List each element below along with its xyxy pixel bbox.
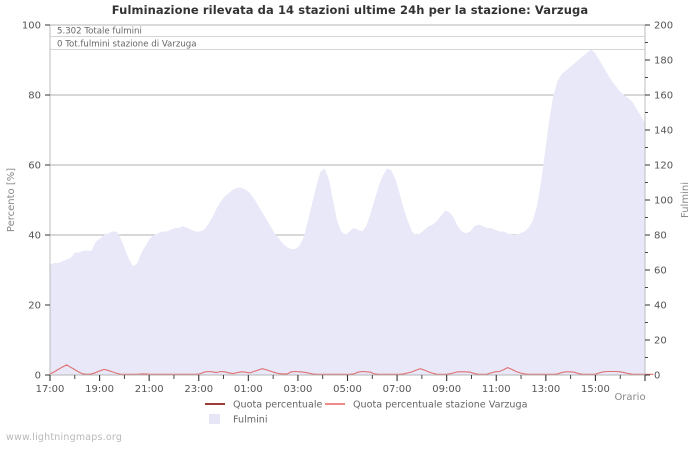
watermark: www.lightningmaps.org (6, 432, 123, 443)
x-axis-tick-label: 03:00 (284, 384, 313, 395)
annotation-station-fulmini: 0 Tot.fulmini stazione di Varzuga (57, 40, 197, 50)
x-axis-tick-label: 09:00 (432, 384, 461, 395)
y2-axis-tick-label: 120 (654, 161, 673, 172)
y2-axis-tick-label: 180 (654, 56, 673, 67)
legend-label-quota-percentuale-stazione-varzuga: Quota percentuale stazione Varzuga (353, 400, 527, 411)
x-axis-tick-label: 07:00 (383, 384, 412, 395)
y-axis-tick-label: 20 (28, 301, 41, 312)
y-axis-tick-label: 40 (28, 231, 41, 242)
y-axis-tick-label: 0 (35, 371, 41, 382)
x-axis-tick-label: 19:00 (85, 384, 114, 395)
x-axis-title: Orario (614, 392, 645, 403)
y2-axis-tick-label: 40 (654, 301, 667, 312)
y-axis-title: Percento [%] (6, 168, 17, 232)
y-axis-tick-label: 100 (22, 21, 41, 32)
legend-swatch-fulmini (209, 414, 220, 424)
x-axis-tick-label: 17:00 (36, 384, 65, 395)
y2-axis-title: Fulmini (680, 182, 691, 218)
area-series-fulmini (50, 49, 645, 375)
y2-axis-tick-label: 0 (654, 371, 660, 382)
x-axis-tick-label: 13:00 (531, 384, 560, 395)
y2-axis-tick-label: 80 (654, 231, 667, 242)
y2-axis-tick-label: 140 (654, 126, 673, 137)
y2-axis-tick-label: 60 (654, 266, 667, 277)
line-series-quota-percentuale-stazione-varzuga (49, 364, 654, 375)
y2-axis-tick-label: 160 (654, 91, 673, 102)
y2-axis-tick-label: 200 (654, 21, 673, 32)
y2-axis-tick-label: 100 (654, 196, 673, 207)
y-axis-tick-label: 80 (28, 91, 41, 102)
x-axis-tick-label: 23:00 (184, 384, 213, 395)
legend-label-fulmini: Fulmini (233, 415, 268, 426)
x-axis-tick-label: 21:00 (135, 384, 164, 395)
chart-title: Fulminazione rilevata da 14 stazioni ult… (111, 3, 589, 17)
legend-label-quota-percentuale: Quota percentuale (233, 400, 323, 411)
annotation-total-fulmini: 5.302 Totale fulmini (57, 27, 142, 37)
x-axis-tick-label: 01:00 (234, 384, 263, 395)
y2-axis-tick-label: 20 (654, 336, 667, 347)
x-axis-tick-label: 15:00 (581, 384, 610, 395)
x-axis-tick-label: 05:00 (333, 384, 362, 395)
x-axis-tick-label: 11:00 (482, 384, 511, 395)
y-axis-tick-label: 60 (28, 161, 41, 172)
